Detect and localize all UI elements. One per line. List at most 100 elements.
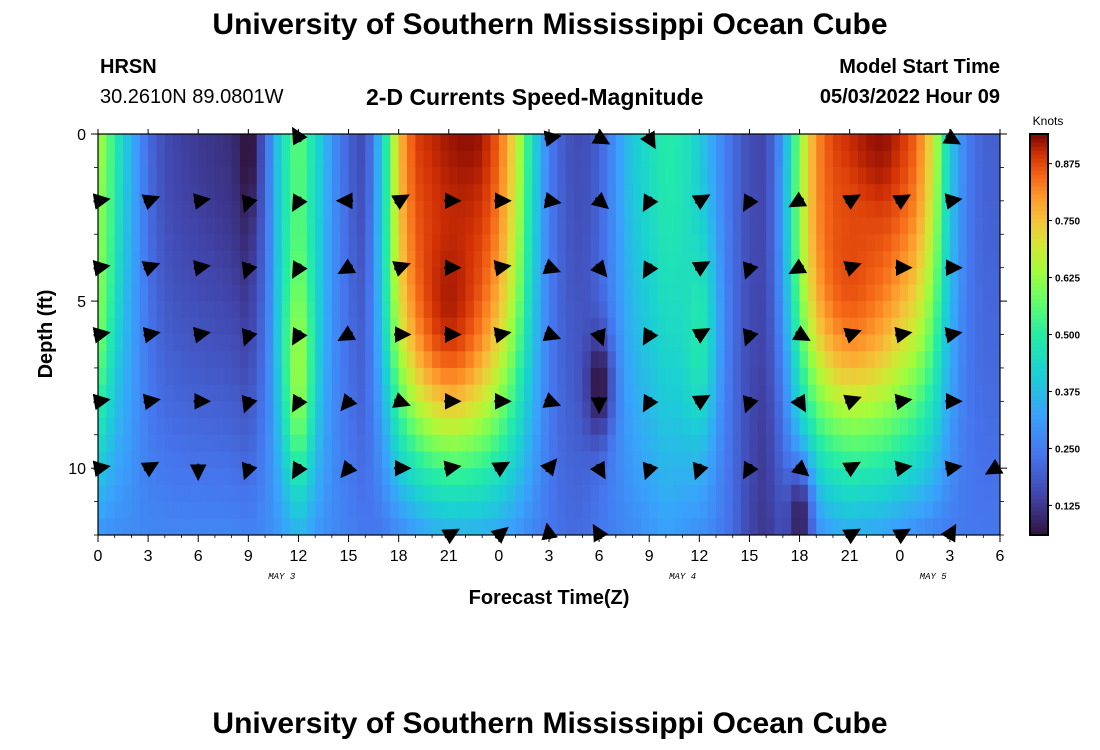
colorbar-segment (1030, 526, 1048, 532)
heatmap-cell (173, 184, 183, 202)
heatmap-cell (507, 434, 517, 453)
heatmap-cell (98, 334, 107, 352)
heatmap-cell (574, 284, 584, 302)
heatmap-cell (523, 200, 533, 219)
heatmap-cell (557, 184, 567, 202)
heatmap-cell (214, 401, 224, 419)
heatmap-cell (123, 301, 133, 319)
heatmap-cell (131, 200, 141, 219)
heatmap-cell (958, 334, 968, 352)
heatmap-cell (239, 518, 249, 535)
heatmap-cell (131, 317, 141, 336)
heatmap-cell (340, 217, 350, 235)
heatmap-cell (849, 367, 859, 386)
heatmap-cell (832, 468, 842, 486)
heatmap-cell (824, 134, 834, 152)
heatmap-cell (114, 351, 124, 369)
x-tick-label: 9 (244, 548, 253, 565)
heatmap-cell (407, 401, 416, 419)
heatmap-cell (523, 134, 533, 152)
heatmap-cell (473, 434, 483, 453)
heatmap-cell (632, 217, 642, 235)
heatmap-cell (265, 200, 274, 219)
heatmap-cell (365, 301, 375, 319)
heatmap-cell (131, 150, 141, 169)
heatmap-cell (599, 451, 609, 469)
heatmap-cell (432, 301, 442, 319)
heatmap-cell (214, 167, 224, 185)
heatmap-cell (874, 334, 884, 352)
heatmap-cell (665, 150, 675, 169)
heatmap-cell (791, 384, 801, 402)
heatmap-cell (557, 451, 567, 469)
heatmap-cell (98, 451, 107, 469)
heatmap-cell (239, 317, 249, 336)
heatmap-cell (699, 234, 709, 252)
heatmap-cell (632, 284, 642, 302)
heatmap-cell (206, 468, 216, 486)
x-axis-label: Forecast Time(Z) (469, 587, 630, 609)
heatmap-cell (139, 267, 149, 285)
heatmap-cell (799, 518, 809, 535)
heatmap-cell (716, 284, 725, 302)
heatmap-cell (348, 200, 358, 219)
heatmap-cell (323, 367, 333, 386)
heatmap-cell (732, 284, 742, 302)
heatmap-cell (590, 317, 600, 336)
heatmap-cell (590, 384, 600, 402)
heatmap-cell (699, 451, 709, 469)
heatmap-cell (816, 234, 826, 252)
heatmap-cell (791, 401, 801, 419)
heatmap-cell (749, 484, 759, 503)
heatmap-cell (707, 351, 717, 369)
heatmap-cell (766, 351, 776, 369)
heatmap-cell (732, 351, 742, 369)
heatmap-cell (231, 418, 241, 436)
heatmap-cell (883, 184, 893, 202)
heatmap-cell (924, 234, 934, 252)
heatmap-cell (448, 167, 458, 185)
heatmap-cell (716, 200, 725, 219)
heatmap-cell (515, 484, 525, 503)
heatmap-cell (198, 451, 208, 469)
heatmap-cell (766, 234, 776, 252)
heatmap-cell (214, 418, 224, 436)
heatmap-cell (807, 267, 817, 285)
heatmap-cell (565, 518, 575, 535)
heatmap-cell (899, 200, 909, 219)
heatmap-cell (690, 501, 700, 519)
heatmap-cell (690, 134, 700, 152)
heatmap-cell (473, 401, 483, 419)
heatmap-cell (407, 134, 416, 152)
heatmap-cell (757, 200, 767, 219)
heatmap-cell (365, 351, 375, 369)
heatmap-cell (356, 518, 366, 535)
heatmap-cell (131, 418, 141, 436)
heatmap-cell (356, 351, 366, 369)
colorbar-segment (1030, 354, 1048, 360)
heatmap-cell (298, 167, 308, 185)
heatmap-cell (899, 434, 909, 453)
heatmap-cell (974, 434, 984, 453)
heatmap-cell (949, 184, 959, 202)
heatmap-cell (306, 301, 316, 319)
heatmap-cell (774, 317, 784, 336)
heatmap-cell (974, 518, 984, 535)
heatmap-cell (883, 518, 893, 535)
heatmap-cell (498, 150, 508, 169)
heatmap-cell (331, 184, 341, 202)
heatmap-cell (699, 367, 709, 386)
heatmap-cell (866, 401, 876, 419)
heatmap-cell (532, 418, 542, 436)
heatmap-cell (774, 167, 784, 185)
heatmap-cell (766, 434, 776, 453)
heatmap-cell (824, 468, 834, 486)
heatmap-cell (807, 234, 817, 252)
heatmap-cell (290, 484, 300, 503)
heatmap-cell (974, 484, 984, 503)
heatmap-cell (290, 501, 300, 519)
heatmap-cell (665, 351, 675, 369)
heatmap-cell (549, 217, 558, 235)
heatmap-cell (223, 434, 233, 453)
heatmap-cell (490, 250, 500, 269)
